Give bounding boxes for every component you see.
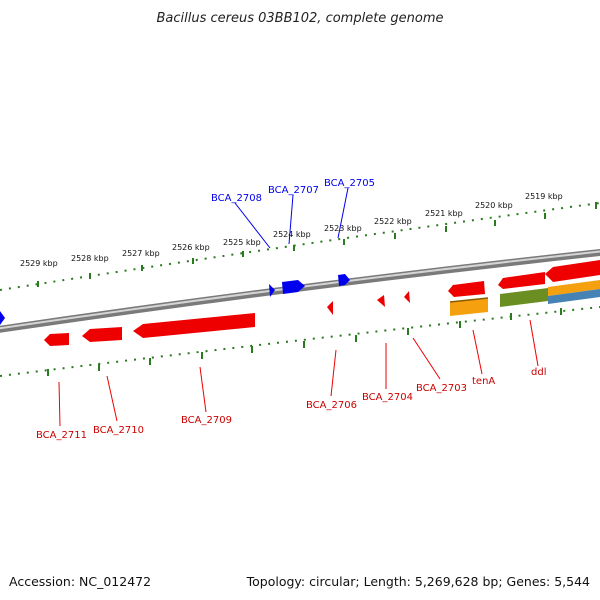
scale-label: 2529 kbp bbox=[20, 259, 58, 268]
reverse-gene-labels: BCA_2711 BCA_2710 BCA_2709 BCA_2706 BCA_… bbox=[36, 367, 546, 441]
feature-blocks bbox=[449, 280, 600, 316]
leader-BCA_2703 bbox=[412, 337, 441, 380]
genome-summary-text: Topology: circular; Length: 5,269,628 bp… bbox=[246, 574, 590, 589]
gene-label-BCA_2703[interactable]: BCA_2703 bbox=[416, 383, 467, 394]
gene-arrow-BCA_2711[interactable] bbox=[44, 333, 69, 346]
upper-major-ticks bbox=[37, 202, 597, 287]
scale-label: 2524 kbp bbox=[273, 230, 311, 239]
gene-arrow-BCA_2708[interactable] bbox=[269, 284, 275, 297]
gene-label-BCA_2711[interactable]: BCA_2711 bbox=[36, 430, 87, 441]
gene-label-BCA_2705[interactable]: BCA_2705 bbox=[324, 178, 375, 189]
gene-arrow-ddl[interactable] bbox=[498, 272, 545, 289]
gene-label-ddl[interactable]: ddl bbox=[531, 367, 546, 378]
scale-label: 2522 kbp bbox=[374, 217, 412, 226]
leader-lines-forward bbox=[234, 187, 349, 249]
gene-arrow-BCA_2707[interactable] bbox=[282, 280, 305, 294]
forward-gene-labels: BCA_2708 BCA_2707 BCA_2705 bbox=[211, 178, 375, 204]
gene-label-tenA[interactable]: tenA bbox=[472, 376, 495, 387]
gene-arrow-edge-forward[interactable] bbox=[0, 311, 5, 325]
forward-genes bbox=[0, 274, 350, 325]
leader-BCA_2711 bbox=[58, 381, 61, 427]
scale-label: 2525 kbp bbox=[223, 238, 261, 247]
scale-label: 2523 kbp bbox=[324, 224, 362, 233]
lower-major-ticks bbox=[47, 308, 562, 376]
leader-BCA_2706 bbox=[330, 349, 337, 397]
gene-arrow-BCA_2710[interactable] bbox=[82, 327, 122, 342]
leader-tenA bbox=[472, 329, 483, 375]
feature-block-orange-tenA[interactable] bbox=[450, 298, 488, 316]
scale-label: 2526 kbp bbox=[172, 243, 210, 252]
gene-arrow-BCA_2706[interactable] bbox=[327, 301, 333, 315]
gene-arrow-BCA_2703[interactable] bbox=[404, 291, 410, 303]
reverse-genes bbox=[44, 260, 600, 346]
scale-label: 2521 kbp bbox=[425, 209, 463, 218]
leader-BCA_2709 bbox=[199, 366, 207, 413]
feature-block-orange-edge[interactable] bbox=[548, 280, 600, 296]
gene-label-BCA_2709[interactable]: BCA_2709 bbox=[181, 415, 232, 426]
scale-label: 2527 kbp bbox=[122, 249, 160, 258]
gene-label-BCA_2707[interactable]: BCA_2707 bbox=[268, 185, 319, 196]
leader-ddl bbox=[529, 319, 539, 367]
leader-BCA_2708 bbox=[234, 202, 271, 249]
accession-text: Accession: NC_012472 bbox=[9, 574, 151, 589]
gene-arrow-edge-reverse[interactable] bbox=[545, 260, 600, 282]
gene-arrow-tenA[interactable] bbox=[448, 281, 485, 297]
upper-scale: 2529 kbp 2528 kbp 2527 kbp 2526 kbp 2525… bbox=[0, 192, 600, 291]
leader-lines-reverse bbox=[58, 319, 539, 427]
gene-arrow-BCA_2709[interactable] bbox=[133, 313, 255, 338]
gene-arrow-BCA_2705[interactable] bbox=[338, 274, 350, 286]
gene-label-BCA_2704[interactable]: BCA_2704 bbox=[362, 392, 413, 403]
lower-scale bbox=[0, 306, 600, 377]
gene-label-BCA_2706[interactable]: BCA_2706 bbox=[306, 400, 357, 411]
feature-block-steel-edge[interactable] bbox=[548, 289, 600, 304]
scale-label: 2520 kbp bbox=[475, 201, 513, 210]
map-title: Bacillus cereus 03BB102, complete genome bbox=[156, 11, 443, 26]
gene-label-BCA_2708[interactable]: BCA_2708 bbox=[211, 193, 262, 204]
scale-label: 2528 kbp bbox=[71, 254, 109, 263]
leader-BCA_2705 bbox=[337, 187, 349, 239]
leader-BCA_2710 bbox=[106, 375, 118, 422]
leader-BCA_2707 bbox=[288, 194, 294, 245]
scale-label: 2519 kbp bbox=[525, 192, 563, 201]
gene-label-BCA_2710[interactable]: BCA_2710 bbox=[93, 425, 144, 436]
feature-block-olive-ddl[interactable] bbox=[500, 288, 548, 307]
feature-block-edge bbox=[449, 297, 489, 303]
gene-arrow-BCA_2704[interactable] bbox=[377, 295, 385, 307]
